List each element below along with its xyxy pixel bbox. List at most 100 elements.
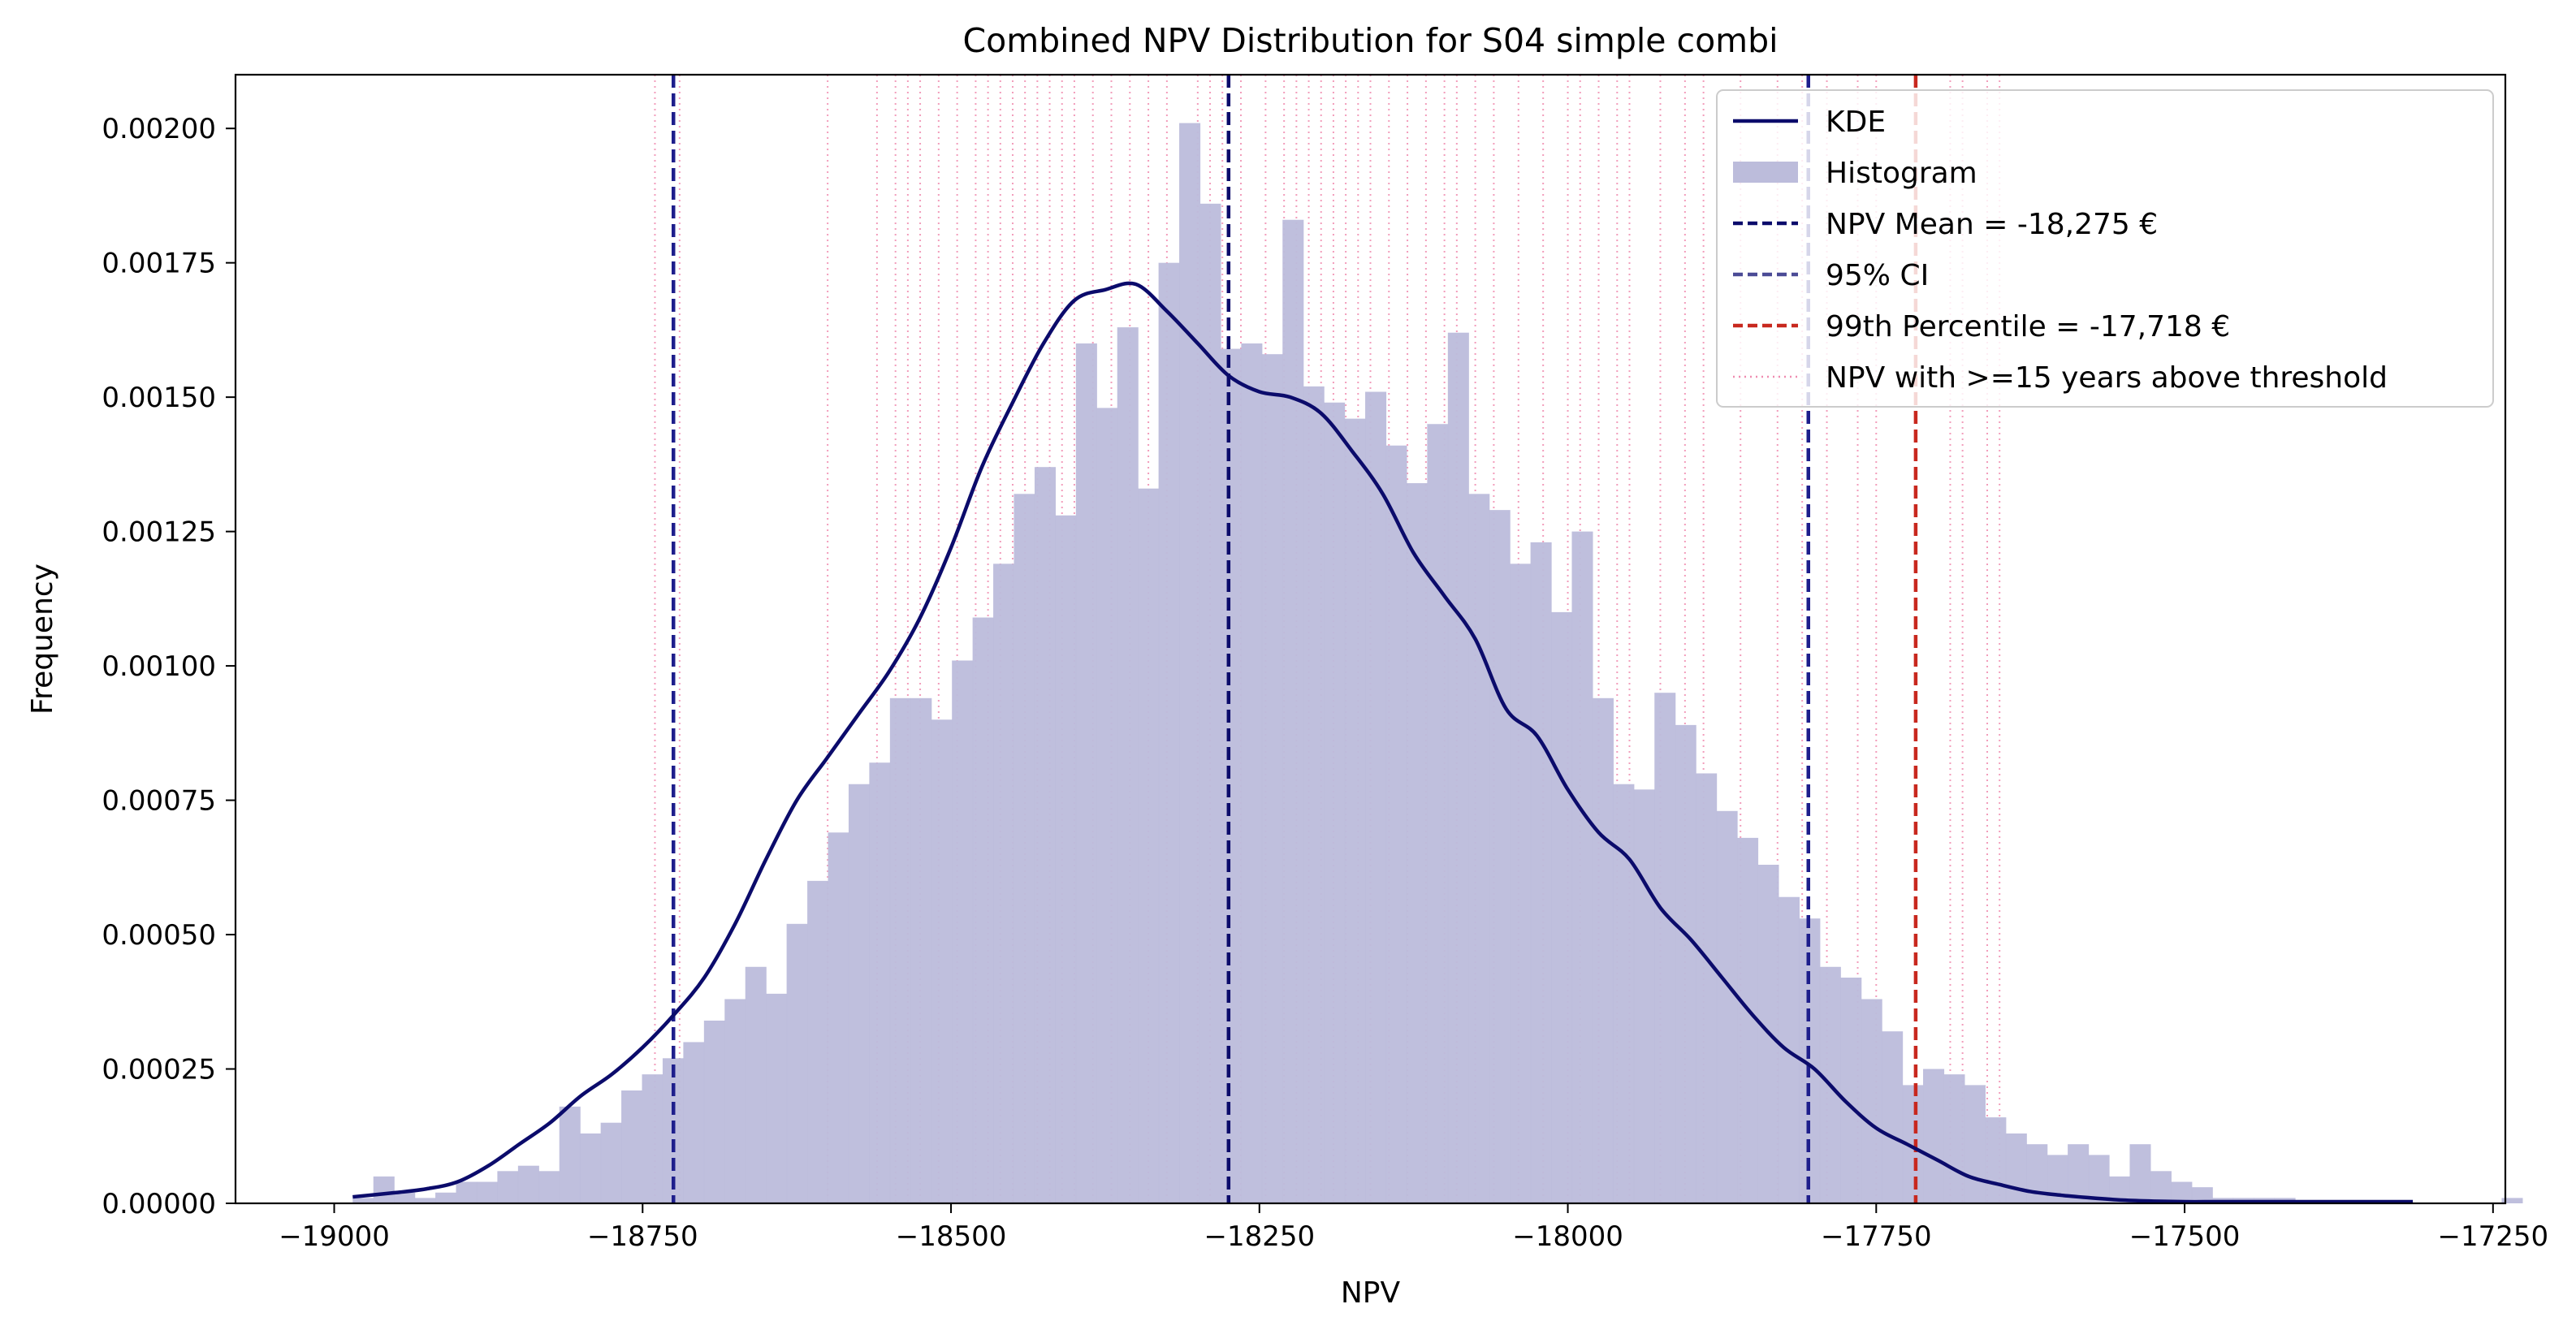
- histogram-bar: [352, 1198, 374, 1203]
- histogram-bar: [414, 1198, 436, 1203]
- histogram-bar: [1117, 327, 1139, 1204]
- histogram-bar: [1510, 564, 1532, 1203]
- histogram-bar: [1716, 810, 1738, 1203]
- x-tick-label: −17500: [2129, 1220, 2241, 1253]
- histogram-bar: [1571, 531, 1593, 1203]
- histogram-bar: [1220, 348, 1242, 1204]
- y-tick-label: 0.00175: [102, 248, 216, 280]
- histogram-bar: [1447, 332, 1469, 1203]
- histogram-bar: [1055, 515, 1077, 1203]
- histogram-bar: [889, 697, 911, 1203]
- y-tick-label: 0.00050: [102, 919, 216, 952]
- x-tick-label: −18750: [587, 1220, 698, 1253]
- histogram-bar: [952, 660, 974, 1203]
- x-tick-label: −18500: [896, 1220, 1007, 1253]
- histogram-bar: [1365, 391, 1387, 1203]
- histogram-bar: [1592, 697, 1614, 1203]
- y-tick-label: 0.00125: [102, 516, 216, 549]
- histogram-bar: [1468, 494, 1490, 1203]
- histogram-bar: [1427, 424, 1449, 1203]
- kde-curve: [352, 281, 2414, 1204]
- legend: KDE Histogram NPV Mean = -18,275 € 95% CI 99…: [1716, 89, 2494, 408]
- histogram-bar: [1964, 1085, 1986, 1203]
- histogram-bar: [993, 564, 1015, 1203]
- histogram-bar: [745, 966, 767, 1203]
- y-tick-label: 0.00000: [102, 1188, 216, 1220]
- legend-ci-label: 95% CI: [1826, 259, 1929, 292]
- histogram-bar: [497, 1171, 519, 1203]
- x-tick-label: −19000: [279, 1220, 390, 1253]
- histogram-bar: [1075, 343, 1097, 1203]
- histogram-bar: [373, 1176, 395, 1203]
- histogram-bar: [703, 1020, 725, 1203]
- histogram-bar: [683, 1042, 705, 1203]
- histogram-bar: [1923, 1069, 1945, 1203]
- y-axis-title: Frequency: [26, 564, 59, 715]
- legend-histogram-label: Histogram: [1826, 157, 1977, 190]
- histogram-bar: [559, 1106, 581, 1203]
- histogram-bar: [1985, 1117, 2007, 1203]
- histogram-bar: [1282, 219, 1304, 1203]
- histogram-bar: [828, 832, 849, 1203]
- histogram-bar: [1096, 408, 1118, 1203]
- histogram-bar: [1179, 123, 1201, 1204]
- histogram-bar: [456, 1181, 478, 1203]
- histogram-bar: [394, 1192, 416, 1203]
- legend-histogram-swatch: [1733, 162, 1798, 183]
- histogram-bar: [1696, 773, 1718, 1203]
- y-tick-label: 0.00100: [102, 650, 216, 683]
- histogram-bar: [1633, 789, 1655, 1203]
- histogram-bar: [642, 1074, 663, 1203]
- y-tick-label: 0.00150: [102, 382, 216, 414]
- histogram-bar: [1943, 1074, 1965, 1203]
- plot-frame: [234, 73, 2507, 1205]
- x-tick-label: −17750: [1821, 1220, 1932, 1253]
- histogram-bar: [910, 697, 932, 1203]
- x-tick-label: −18000: [1512, 1220, 1623, 1253]
- x-tick-label: −18250: [1204, 1220, 1315, 1253]
- legend-p99-label: 99th Percentile = -17,718 €: [1826, 310, 2230, 343]
- histogram-bar: [580, 1133, 602, 1203]
- histogram-bar: [2150, 1171, 2172, 1203]
- y-tick-label: 0.00200: [102, 113, 216, 145]
- histogram-bar: [1530, 542, 1552, 1203]
- histogram-bar: [435, 1192, 457, 1203]
- histogram-bar: [786, 923, 808, 1203]
- legend-mean-label: NPV Mean = -18,275 €: [1826, 208, 2158, 241]
- histogram-bar: [1241, 343, 1263, 1203]
- x-tick-label: −17250: [2437, 1220, 2548, 1253]
- histogram-bar: [724, 999, 746, 1203]
- histogram-bar: [2191, 1187, 2213, 1203]
- legend-kde-label: KDE: [1826, 106, 1886, 139]
- histogram-bar: [1406, 483, 1428, 1203]
- y-tick-label: 0.00025: [102, 1054, 216, 1086]
- histogram-bar: [848, 784, 870, 1203]
- histogram-bar: [621, 1090, 643, 1203]
- histogram-bar: [869, 762, 891, 1203]
- histogram-bar: [1551, 611, 1573, 1203]
- histogram-bar: [1489, 510, 1511, 1203]
- legend-box: [1716, 89, 2494, 408]
- histogram-bar: [2129, 1144, 2151, 1203]
- histogram-bar: [476, 1181, 499, 1203]
- histogram-bar: [1303, 386, 1325, 1203]
- axes-layer: −19000 −18750 −18500 −18250 −18000 −17750 −175…: [26, 21, 2548, 1310]
- histogram-bar: [1861, 999, 1882, 1203]
- x-axis-title: NPV: [1341, 1276, 1401, 1310]
- histogram-bar: [2088, 1155, 2110, 1203]
- histogram-bar: [2501, 1198, 2523, 1203]
- histogram-bar: [1840, 978, 1862, 1203]
- histogram-bar: [1882, 1031, 1904, 1203]
- histogram-bar: [517, 1165, 539, 1203]
- histogram-bar: [807, 880, 829, 1203]
- histogram-bar: [1324, 402, 1346, 1203]
- histogram-bar: [1158, 262, 1180, 1204]
- histogram-bar: [600, 1122, 622, 1203]
- histogram-bar: [1654, 693, 1676, 1203]
- histogram-bar: [2005, 1133, 2027, 1203]
- histogram-bar: [1675, 724, 1696, 1203]
- histogram-bar: [1034, 467, 1056, 1203]
- histogram-bar: [2068, 1144, 2090, 1203]
- y-tick-label: 0.00075: [102, 785, 216, 818]
